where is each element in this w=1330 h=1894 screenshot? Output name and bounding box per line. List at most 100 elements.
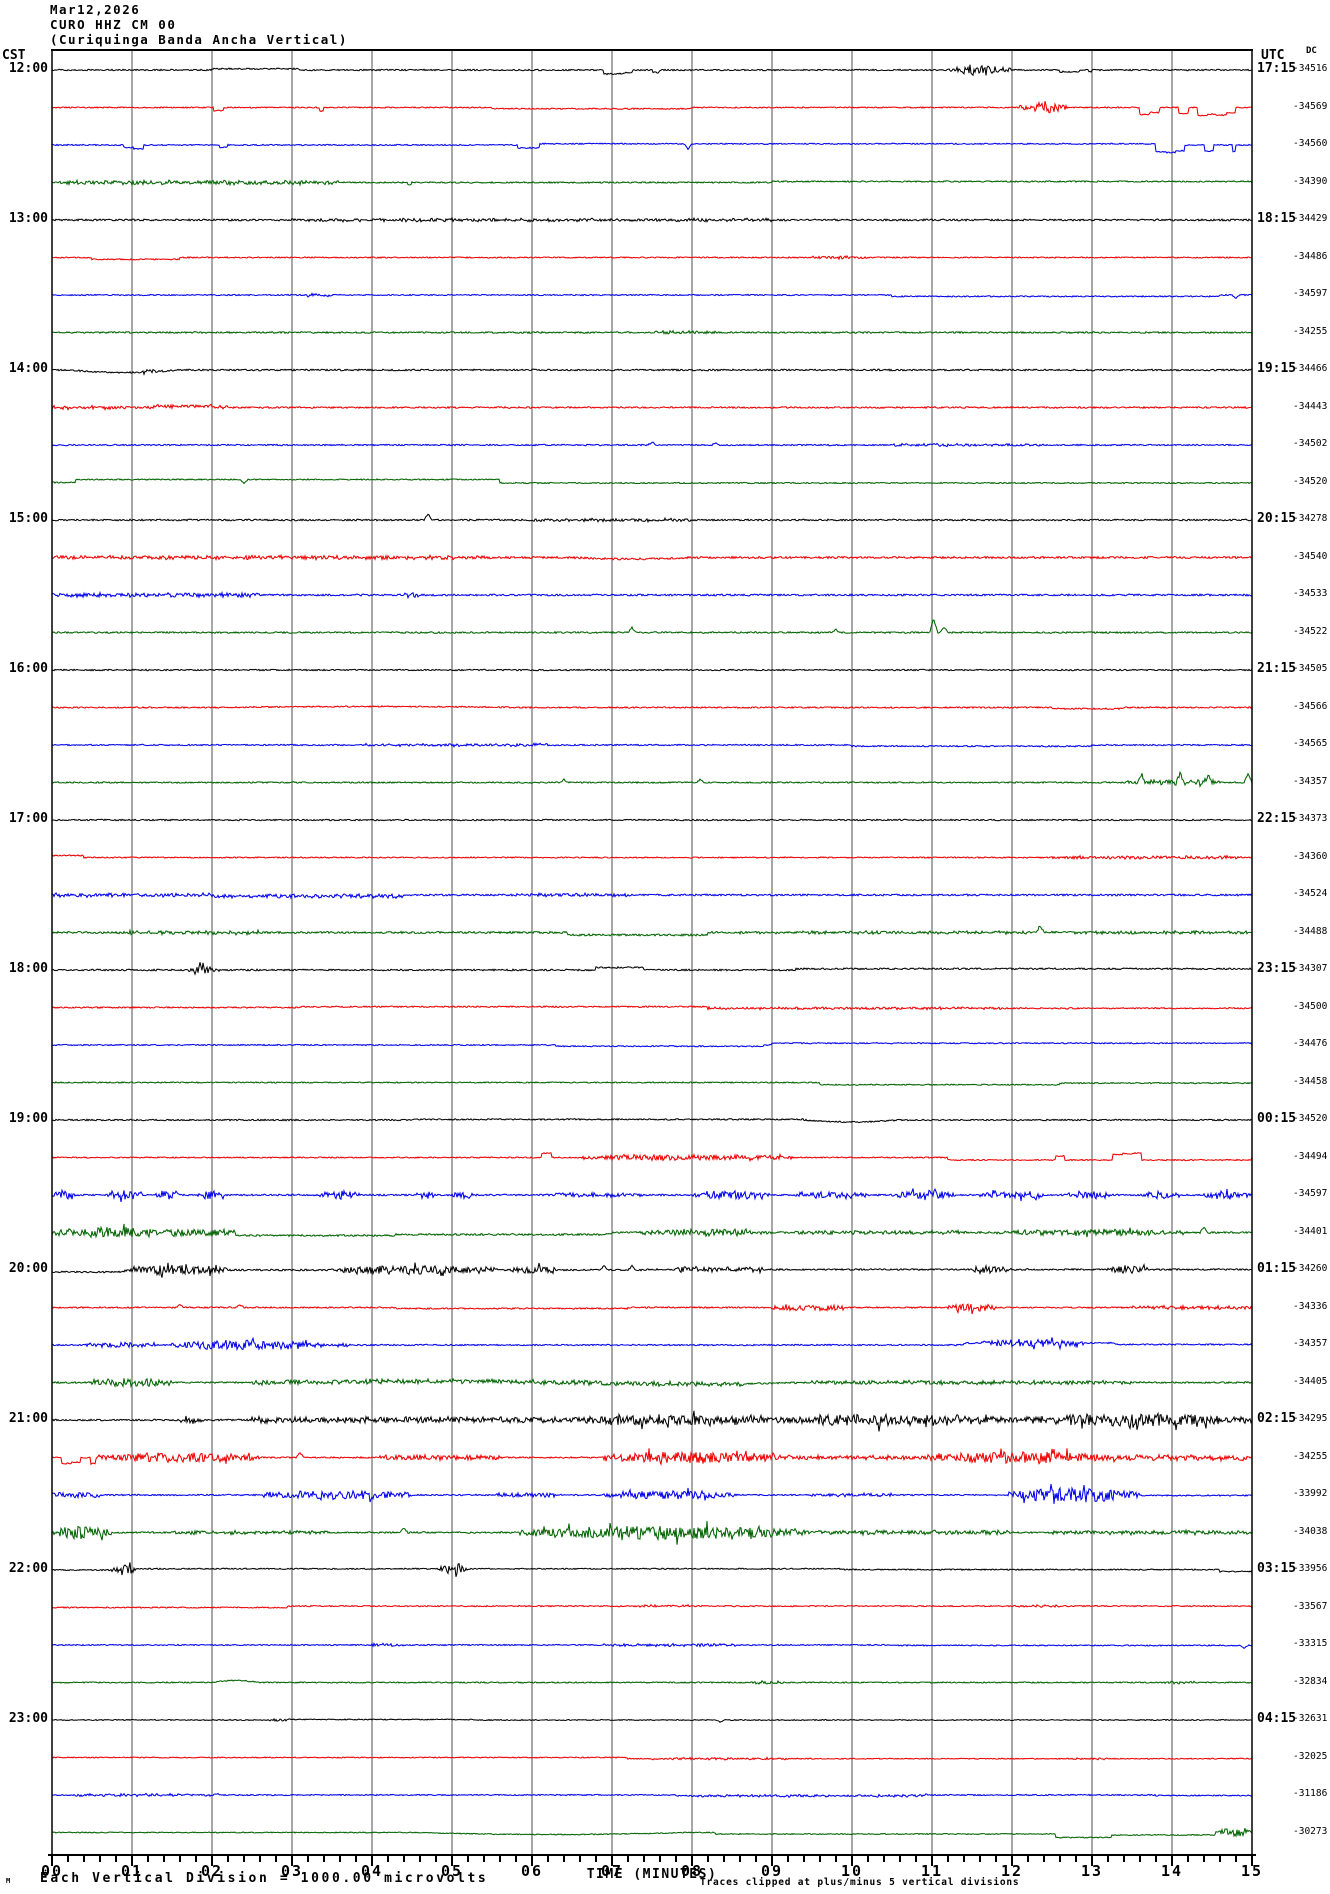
cst-hour-label: 23:00 bbox=[8, 1711, 48, 1726]
seismogram-trace-row bbox=[51, 1262, 1253, 1278]
seismogram-trace-row bbox=[51, 962, 1253, 976]
seismogram-trace-row bbox=[51, 1117, 1253, 1124]
seismogram-trace-row bbox=[51, 742, 1253, 748]
dc-offset-value: -34565 bbox=[1293, 738, 1328, 749]
dc-offset-value: -34488 bbox=[1293, 925, 1328, 937]
minute-tick-label: 14 bbox=[1160, 1862, 1184, 1880]
seismogram-trace-row bbox=[51, 1603, 1253, 1609]
station-label: CURO HHZ CM 00 bbox=[50, 17, 177, 32]
seismogram-trace-row bbox=[51, 100, 1253, 117]
seismogram-trace-row bbox=[51, 705, 1253, 711]
dc-offset-value: -34405 bbox=[1293, 1375, 1328, 1387]
cst-hour-label: 12:00 bbox=[8, 61, 48, 76]
dc-offset-value: -34597 bbox=[1293, 288, 1328, 299]
seismogram-trace-row bbox=[51, 513, 1253, 524]
dc-offset-value: -34295 bbox=[1293, 1413, 1328, 1424]
dc-offset-value: -34458 bbox=[1293, 1075, 1328, 1087]
dc-offset-value: -34390 bbox=[1293, 175, 1328, 187]
seismogram-trace-row bbox=[51, 64, 1253, 77]
seismogram-trace-row bbox=[51, 925, 1253, 937]
seismogram-trace-row bbox=[51, 1562, 1253, 1577]
minute-tick-label: 12 bbox=[1000, 1862, 1024, 1880]
seismogram-trace-row bbox=[52, 1641, 1253, 1649]
cst-hour-label: 14:00 bbox=[8, 361, 48, 376]
seismogram-trace-row bbox=[51, 254, 1253, 261]
seismogram-trace-row bbox=[51, 590, 1253, 600]
dc-offset-value: -33992 bbox=[1293, 1488, 1328, 1499]
utc-hour-label: 02:15 bbox=[1257, 1411, 1297, 1426]
dc-offset-value: -34357 bbox=[1293, 1338, 1328, 1349]
minute-tick-label: 02 bbox=[200, 1862, 224, 1880]
dc-offset-value: -34520 bbox=[1293, 475, 1328, 487]
dc-offset-value: -34307 bbox=[1293, 963, 1328, 974]
utc-hour-label: 23:15 bbox=[1257, 961, 1297, 976]
dc-offset-value: -33956 bbox=[1293, 1563, 1328, 1574]
seismogram-trace-row bbox=[51, 553, 1253, 562]
dc-offset-value: -34401 bbox=[1293, 1225, 1328, 1237]
seismogram-trace-row bbox=[51, 1188, 1253, 1202]
dc-offset-value: -34476 bbox=[1293, 1038, 1328, 1049]
dc-offset-value: -34540 bbox=[1293, 550, 1328, 562]
seismogram-trace-row bbox=[51, 1679, 1253, 1685]
seismogram-trace-row bbox=[51, 770, 1253, 789]
minute-tick-label: 09 bbox=[760, 1862, 784, 1880]
dc-offset-value: -34505 bbox=[1293, 663, 1328, 674]
dc-offset-value: -34373 bbox=[1293, 813, 1328, 824]
utc-hour-label: 18:15 bbox=[1257, 211, 1297, 226]
utc-hour-label: 04:15 bbox=[1257, 1711, 1297, 1726]
seismogram-trace-row bbox=[51, 1756, 1253, 1761]
dc-offset-value: -34502 bbox=[1293, 438, 1328, 449]
minute-tick-label: 15 bbox=[1240, 1862, 1264, 1880]
dc-offset-value: -34466 bbox=[1293, 363, 1328, 374]
minute-tick-label: 01 bbox=[120, 1862, 144, 1880]
seismogram-trace-row bbox=[51, 329, 1253, 335]
utc-hour-label: 19:15 bbox=[1257, 361, 1297, 376]
seismogram-trace-row bbox=[52, 1448, 1253, 1467]
utc-hour-label: 17:15 bbox=[1257, 61, 1297, 76]
seismogram-trace-row bbox=[51, 1152, 1253, 1163]
dc-offset-value: -33567 bbox=[1293, 1600, 1328, 1612]
seismogram-trace-row bbox=[51, 1377, 1253, 1389]
minute-tick-label: 10 bbox=[840, 1862, 864, 1880]
minute-tick-label: 04 bbox=[360, 1862, 384, 1880]
seismogram-trace-row bbox=[51, 1484, 1253, 1504]
seismogram-trace-row bbox=[51, 216, 1253, 224]
seismogram-trace-row bbox=[51, 1081, 1253, 1086]
seismogram-trace-row bbox=[51, 1041, 1253, 1048]
cst-header-label: CST bbox=[2, 48, 26, 63]
dc-offset-value: -34566 bbox=[1293, 700, 1328, 712]
utc-hour-label: 03:15 bbox=[1257, 1561, 1297, 1576]
seismogram-trace-row bbox=[51, 854, 1253, 861]
seismogram-trace-row bbox=[51, 1792, 1253, 1799]
dc-offset-value: -34255 bbox=[1293, 325, 1328, 337]
x-axis-title: TIME (MINUTES) bbox=[586, 1867, 718, 1882]
dc-offset-value: -34429 bbox=[1293, 213, 1328, 224]
dc-offset-value: -32834 bbox=[1293, 1675, 1328, 1687]
seismogram-trace-row bbox=[51, 478, 1253, 485]
minute-tick-label: 00 bbox=[40, 1862, 64, 1880]
cst-hour-label: 20:00 bbox=[8, 1261, 48, 1276]
seismogram-trace-row bbox=[51, 1410, 1253, 1432]
cst-hour-label: 15:00 bbox=[8, 511, 48, 526]
seismogram-trace-row bbox=[51, 668, 1253, 672]
seismogram-trace-row bbox=[51, 1223, 1253, 1239]
utc-hour-label: 21:15 bbox=[1257, 661, 1297, 676]
seismogram-trace-row bbox=[51, 178, 1253, 187]
minute-tick-label: 06 bbox=[520, 1862, 544, 1880]
dc-offset-value: -33315 bbox=[1293, 1638, 1328, 1649]
dc-offset-value: -32631 bbox=[1293, 1713, 1328, 1724]
dc-offset-value: -34569 bbox=[1293, 100, 1328, 112]
channel-description: (Curiquinga Banda Ancha Vertical) bbox=[50, 32, 348, 47]
seismogram-trace-row bbox=[52, 292, 1253, 299]
dc-offset-value: -34560 bbox=[1293, 138, 1328, 149]
seismogram-trace-row bbox=[51, 818, 1252, 822]
cst-hour-label: 18:00 bbox=[8, 961, 48, 976]
utc-hour-label: 00:15 bbox=[1257, 1111, 1297, 1126]
utc-hour-label: 01:15 bbox=[1257, 1261, 1297, 1276]
seismogram-trace-row bbox=[51, 619, 1253, 635]
dc-offset-value: -34522 bbox=[1293, 625, 1328, 637]
cst-hour-label: 21:00 bbox=[8, 1411, 48, 1426]
dc-header-label: DC bbox=[1306, 46, 1317, 56]
seismogram-trace-row bbox=[51, 368, 1253, 376]
